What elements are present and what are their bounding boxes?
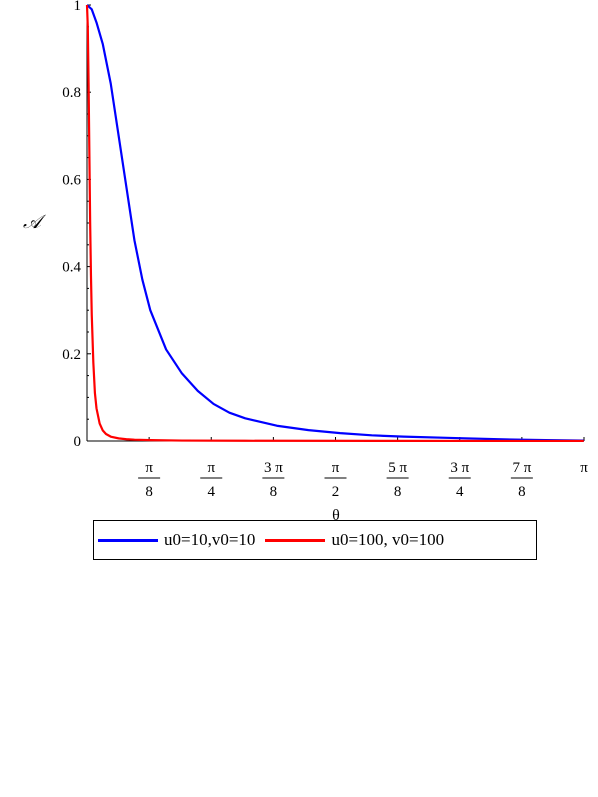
x-ticks: π 8 π 4 3 π 8 π 2 5 π 8 3 π 4 7 π 8 π [138, 437, 588, 500]
legend-label-series-2: u0=100, v0=100 [331, 530, 445, 549]
x-tick-label-num-1: π [207, 460, 215, 476]
line-chart: 0 0.2 0.4 0.6 0.8 1 π 8 π 4 3 π 8 π 2 5 π 8 3 π 4 7 π 8 π 𝒜… [23, 0, 588, 520]
legend-item-series-1: u0=10,v0=10 [98, 530, 255, 550]
legend-item-series-2: u0=100, v0=100 [265, 530, 444, 550]
x-tick-label-num-4: 5 π [388, 460, 407, 476]
x-tick-label-den-4: 8 [394, 484, 402, 500]
x-tick-label-num-5: 3 π [450, 460, 469, 476]
y-tick-label-5: 1 [74, 0, 82, 14]
series-line-2 [85, 4, 584, 443]
x-tick-label-den-0: 8 [145, 484, 153, 500]
y-axis-label: 𝒜 [23, 211, 47, 233]
x-tick-label-num-3: π [332, 460, 340, 476]
x-axis-label: θ [332, 507, 340, 520]
y-tick-label-3: 0.6 [62, 172, 81, 188]
x-tick-label-den-5: 4 [456, 484, 464, 500]
x-tick-label-num-0: π [145, 460, 153, 476]
x-tick-label-num-6: 7 π [512, 460, 531, 476]
x-tick-label-den-6: 8 [518, 484, 526, 500]
legend-swatch-series-1 [98, 538, 158, 542]
x-tick-label-num-2: 3 π [264, 460, 283, 476]
legend-swatch-series-2 [265, 538, 326, 542]
x-tick-label-den-1: 4 [207, 484, 215, 500]
x-tick-label-den-2: 8 [270, 484, 278, 500]
series-line-1 [86, 4, 584, 442]
y-tick-label-4: 0.8 [62, 85, 81, 101]
y-tick-label-2: 0.4 [62, 260, 81, 276]
y-tick-label-1: 0.2 [62, 347, 81, 363]
y-tick-label-0: 0 [74, 434, 82, 450]
axes [86, 5, 584, 442]
x-tick-label-7: π [580, 460, 588, 476]
legend: u0=10,v0=10 u0=100, v0=100 [93, 520, 537, 560]
legend-label-series-1: u0=10,v0=10 [164, 530, 256, 549]
series-lines [85, 4, 584, 443]
x-tick-label-den-3: 2 [332, 484, 340, 500]
